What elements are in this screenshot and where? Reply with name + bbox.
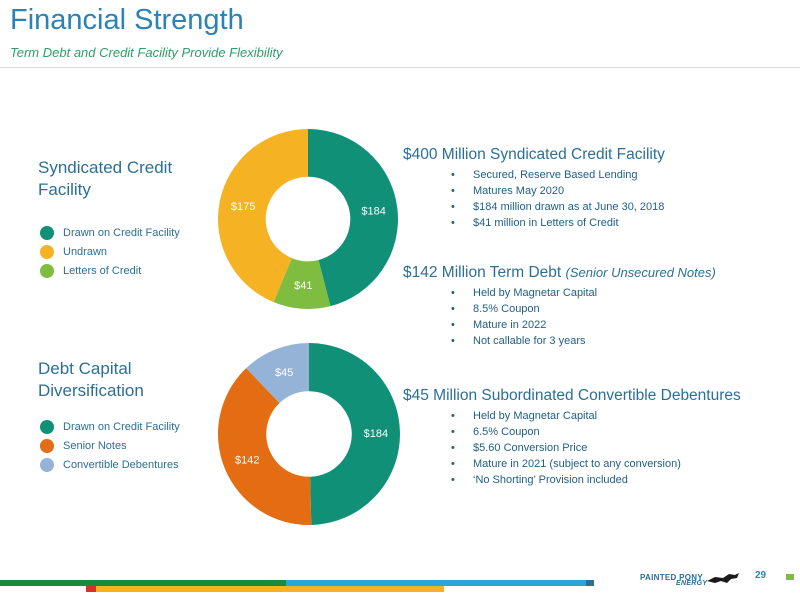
donut-slice-letters-of-credit: [273, 258, 331, 309]
legend-label: Senior Notes: [63, 439, 127, 452]
logo-subtext: ENERGY: [676, 580, 708, 587]
legend-item: Convertible Debentures: [40, 455, 180, 474]
list-item: $41 million in Letters of Credit: [403, 215, 665, 231]
slice-label: $175: [231, 201, 255, 213]
page-subtitle: Term Debt and Credit Facility Provide Fl…: [10, 45, 283, 60]
chart-2-title: Debt Capital Diversification: [38, 359, 144, 400]
list-item: $184 million drawn as at June 30, 2018: [403, 199, 665, 215]
footer-bar-yellow: [96, 586, 444, 592]
facility-bullets: Secured, Reserve Based Lending Matures M…: [403, 167, 665, 231]
footer-bar-navy: [586, 580, 594, 586]
page-number: 29: [755, 570, 767, 581]
footer-bar-green: [0, 580, 300, 586]
list-item: 8.5% Coupon: [403, 301, 716, 317]
list-item: Mature in 2021 (subject to any conversio…: [403, 456, 741, 472]
list-item: Matures May 2020: [403, 183, 665, 199]
donut-slice-convertible-debentures: [246, 343, 309, 404]
slice-label: $184: [361, 206, 385, 218]
legend-item: Senior Notes: [40, 436, 180, 455]
legend-item: Drawn on Credit Facility: [40, 417, 180, 436]
legend-swatch: [40, 263, 54, 278]
logo-text: PAINTED PONY: [640, 573, 703, 583]
legend-label: Letters of Credit: [63, 264, 142, 277]
donut-slice-drawn-on-credit-facility: [308, 129, 399, 307]
chart-1-title: Syndicated Credit Facility: [38, 158, 173, 199]
term-debt-info: $142 Million Term Debt (Senior Unsecured…: [403, 264, 716, 349]
slice-label: $45: [275, 367, 293, 379]
legend-label: Drawn on Credit Facility: [63, 420, 180, 433]
company-logo: PAINTED PONY ENERGY: [640, 571, 741, 587]
legend-item: Drawn on Credit Facility: [40, 223, 180, 242]
footer-bar-tick: [786, 574, 794, 580]
term-debt-heading-note: (Senior Unsecured Notes): [565, 265, 716, 280]
legend-item: Letters of Credit: [40, 261, 180, 280]
legend-label: Drawn on Credit Facility: [63, 226, 180, 239]
facility-heading: $400 Million Syndicated Credit Facility: [403, 146, 665, 163]
list-item: Secured, Reserve Based Lending: [403, 167, 665, 183]
list-item: Not callable for 3 years: [403, 333, 716, 349]
slice-label: $142: [235, 455, 259, 467]
legend-swatch: [40, 244, 54, 259]
facility-info: $400 Million Syndicated Credit Facility …: [403, 146, 665, 231]
legend-swatch: [40, 457, 54, 472]
term-debt-bullets: Held by Magnetar Capital 8.5% Coupon Mat…: [403, 285, 716, 349]
legend-swatch: [40, 225, 54, 240]
donut-slice-senior-notes: [217, 368, 312, 525]
debentures-bullets: Held by Magnetar Capital 6.5% Coupon $5.…: [403, 408, 741, 488]
list-item: 6.5% Coupon: [403, 424, 741, 440]
legend-swatch: [40, 419, 54, 434]
term-debt-heading: $142 Million Term Debt (Senior Unsecured…: [403, 264, 716, 282]
list-item: $5.60 Conversion Price: [403, 440, 741, 456]
legend-label: Undrawn: [63, 245, 108, 258]
list-item: Held by Magnetar Capital: [403, 408, 741, 424]
credit-facility-donut-chart: $184 $41 $175: [218, 129, 399, 309]
footer-bar-blue: [286, 580, 586, 586]
list-item: Mature in 2022: [403, 317, 716, 333]
debentures-info: $45 Million Subordinated Convertible Deb…: [403, 387, 741, 488]
slice-label: $41: [294, 280, 312, 292]
list-item: Held by Magnetar Capital: [403, 285, 716, 301]
term-debt-heading-main: $142 Million Term Debt: [403, 264, 566, 281]
header-divider: [0, 67, 800, 68]
pony-icon: [707, 573, 740, 583]
legend-label: Convertible Debentures: [63, 458, 179, 471]
legend-item: Undrawn: [40, 242, 180, 261]
debentures-heading: $45 Million Subordinated Convertible Deb…: [403, 387, 741, 404]
page-title: Financial Strength: [10, 4, 244, 36]
debt-diversification-donut-chart: $184 $142 $45: [217, 343, 401, 525]
chart-2-legend: Drawn on Credit Facility Senior Notes Conv…: [40, 417, 180, 474]
chart-1-legend: Drawn on Credit Facility Undrawn Letters o…: [40, 223, 180, 280]
legend-swatch: [40, 438, 54, 453]
donut-slice-drawn-on-credit-facility: [309, 343, 401, 525]
donut-slice-undrawn: [218, 129, 308, 303]
slice-label: $184: [364, 428, 388, 440]
list-item: ‘No Shorting’ Provision included: [403, 472, 741, 488]
footer-bar-red: [86, 586, 96, 592]
